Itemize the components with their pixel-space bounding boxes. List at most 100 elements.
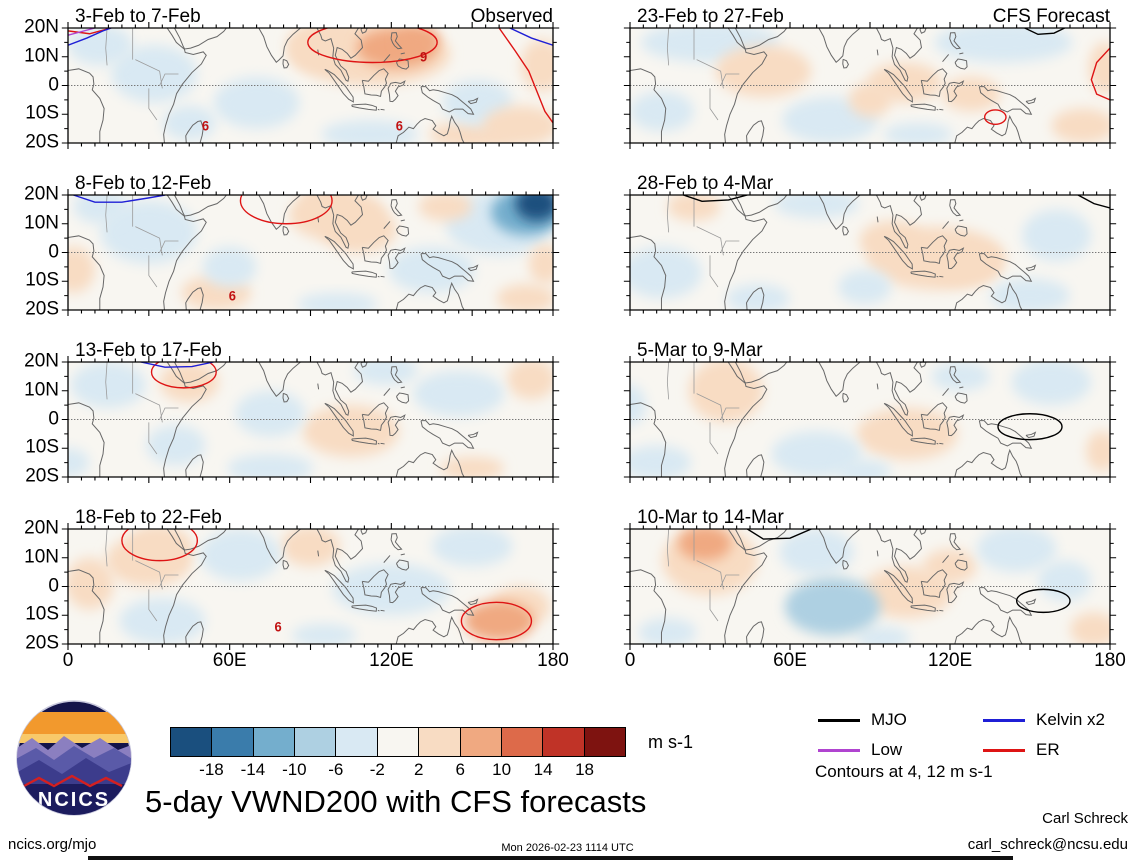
cyclone-marker: 6	[275, 619, 282, 634]
axis-ticks	[62, 22, 559, 149]
panel-date-range: 8-Feb to 12-Feb	[75, 173, 212, 194]
panel-title: 5-Mar to 9-Mar	[637, 338, 1110, 362]
y-axis-label: 20S	[25, 298, 59, 320]
mjo-contour	[683, 195, 747, 201]
colorbar-tick-label: -10	[282, 760, 307, 779]
map-panel	[630, 529, 1110, 644]
y-axis-label: 10N	[24, 45, 59, 67]
x-axis-label: 120E	[927, 650, 973, 671]
legend-label: Low	[871, 740, 903, 759]
colorbar-cell	[336, 728, 378, 756]
colorbar-tick-label: 18	[575, 760, 594, 779]
legend-item-er: ER	[983, 739, 1060, 761]
colorbar-tick-label: -2	[369, 760, 385, 779]
cyclone-marker: 9	[420, 49, 427, 64]
colorbar-tick-label: -18	[199, 760, 224, 779]
kelvin-contour	[141, 362, 214, 367]
colorbar-cell	[460, 728, 502, 756]
axis-ticks	[62, 523, 559, 650]
axis-ticks	[624, 22, 1116, 149]
low-contour	[68, 28, 95, 35]
colorbar-tick-label: 10	[492, 760, 512, 779]
y-axis-label: 20N	[24, 517, 59, 539]
colorbar-cell	[584, 728, 625, 756]
panel-date-range: 13-Feb to 17-Feb	[75, 340, 222, 361]
panel-date-range: 10-Mar to 14-Mar	[637, 507, 784, 528]
logo-text: NCICS	[38, 789, 110, 811]
figure-title: 5-day VWND200 with CFS forecasts	[145, 784, 647, 819]
legend-label: MJO	[871, 710, 907, 729]
panel-date-range: 18-Feb to 22-Feb	[75, 507, 222, 528]
timestamp: Mon 2026-02-23 1114 UTC	[501, 842, 634, 854]
er-contour	[308, 22, 437, 62]
panel-title: 10-Mar to 14-Mar	[637, 505, 1110, 529]
map-layers: 9 6 6	[68, 22, 553, 143]
x-axis-labels: 0 60E 120E 180 0 60E 120E 180	[0, 650, 1135, 678]
y-axis-label: 10S	[25, 102, 59, 124]
colorbar-units: m s-1	[648, 732, 693, 752]
legend-label: Kelvin x2	[1036, 710, 1105, 729]
map-panel: 6	[68, 195, 553, 310]
colorbar-cell	[253, 728, 296, 756]
colorbar-tick-label: 14	[533, 760, 553, 779]
x-axis-label: 0	[624, 650, 636, 671]
colorbar-tick-label: 2	[413, 760, 424, 779]
map-grid: 3-Feb to 7-Feb Observed 9 6 6 20N 10N 0 10S 20S 8-…	[24, 4, 1135, 654]
panel-title: 3-Feb to 7-Feb Observed	[75, 4, 553, 28]
panel-title: 18-Feb to 22-Feb	[75, 505, 553, 529]
map-layers: 6	[68, 520, 553, 644]
panel-date-range: 23-Feb to 27-Feb	[637, 6, 784, 27]
map-panel: 6	[68, 529, 553, 644]
x-axis-label: 180	[1094, 650, 1126, 671]
map-layers	[68, 362, 553, 477]
panel-column-tag: CFS Forecast	[992, 6, 1110, 27]
y-axis-label: 10N	[24, 212, 59, 234]
panel-date-range: 28-Feb to 4-Mar	[637, 173, 774, 194]
map-panel	[630, 362, 1110, 477]
kelvin-legend-line	[983, 718, 1025, 722]
cyclone-marker: 6	[396, 118, 403, 133]
mjo-contour	[747, 529, 811, 539]
y-axis-label: 20S	[25, 131, 59, 153]
y-axis-label: 20N	[24, 16, 59, 38]
panel-title: 23-Feb to 27-Feb CFS Forecast	[637, 4, 1110, 28]
colorbar-cell	[171, 728, 213, 756]
contour-note: Contours at 4, 12 m s-1	[815, 762, 993, 781]
map-panel	[630, 195, 1110, 310]
cyclone-marker: 6	[229, 288, 236, 303]
colorbar-cell	[212, 728, 254, 756]
footer: NCICS -18 -14 -10 -6 -2 2 6 10 14 18 m s-1 5-day …	[0, 690, 1135, 860]
map-panel	[630, 28, 1110, 143]
kelvin-contour	[68, 28, 111, 45]
logo-red-zigzag	[23, 774, 123, 788]
y-axis-label: 20S	[25, 465, 59, 487]
map-panel: 9 6 6	[68, 28, 553, 143]
axis-ticks	[624, 356, 1116, 483]
axis-ticks	[62, 189, 559, 316]
mjo-contour	[1017, 589, 1070, 612]
colorbar-tick-label: -6	[328, 760, 344, 779]
legend-item-kelvin: Kelvin x2	[983, 709, 1105, 731]
map-layers	[630, 28, 1110, 143]
er-contour	[1091, 48, 1110, 100]
axis-ticks	[624, 523, 1116, 650]
colorbar-cell	[295, 728, 337, 756]
panel-title: 28-Feb to 4-Mar	[637, 171, 1110, 195]
map-layers	[630, 362, 1110, 477]
legend-item-low: Low	[818, 739, 902, 761]
er-legend-line	[983, 748, 1025, 752]
x-axis-label: 60E	[212, 650, 247, 671]
x-axis-label: 0	[62, 650, 74, 671]
er-contour	[122, 520, 197, 560]
panel-date-range: 3-Feb to 7-Feb	[75, 6, 201, 27]
map-layers: 6	[68, 195, 553, 310]
mjo-legend-line	[818, 718, 860, 722]
ncics-logo: NCICS	[16, 700, 132, 816]
colorbar-tick-label: 6	[455, 760, 465, 779]
mjo-contour	[998, 414, 1062, 440]
credit-name: Carl Schreck	[1042, 810, 1128, 827]
colorbar	[170, 727, 626, 757]
kelvin-contour	[73, 195, 165, 202]
er-contour	[461, 602, 531, 639]
wave-legend: MJO Kelvin x2 Low ER	[818, 709, 1130, 771]
